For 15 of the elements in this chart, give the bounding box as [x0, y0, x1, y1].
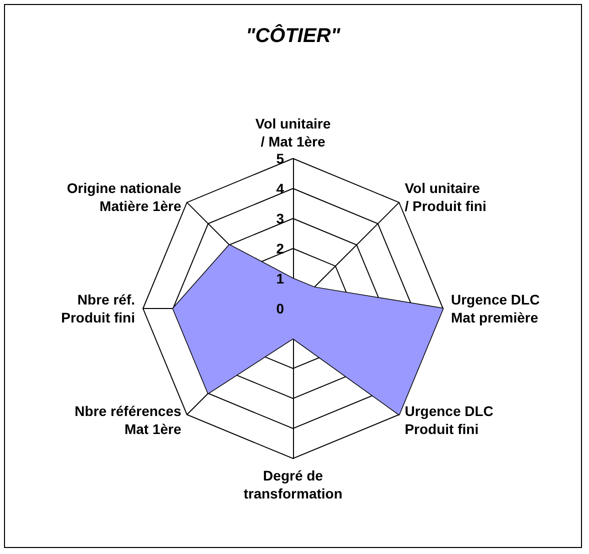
y-tick-label: 4: [276, 180, 284, 197]
spoke-label: Nbre références Mat 1ère: [74, 403, 182, 438]
spoke-label: Degré de transformation: [244, 468, 342, 502]
spoke-label: Urgence DLC Mat première: [451, 292, 540, 326]
spoke-label: Nbre réf. Produit fini: [61, 292, 135, 326]
spoke-label: Urgence DLC Produit fini: [404, 403, 494, 438]
y-tick-label: 0: [276, 300, 284, 317]
chart-title: "CÔTIER": [246, 24, 341, 47]
spoke-label: Origine nationale Matière 1ère: [66, 180, 182, 214]
y-tick-label: 1: [276, 270, 284, 287]
spoke-label: Vol unitaire / Produit fini: [404, 180, 486, 214]
y-tick-label: 3: [276, 210, 284, 227]
spoke-label: Vol unitaire / Mat 1ère: [255, 116, 331, 150]
y-tick-label: 2: [276, 240, 284, 257]
y-tick-label: 5: [276, 150, 284, 167]
